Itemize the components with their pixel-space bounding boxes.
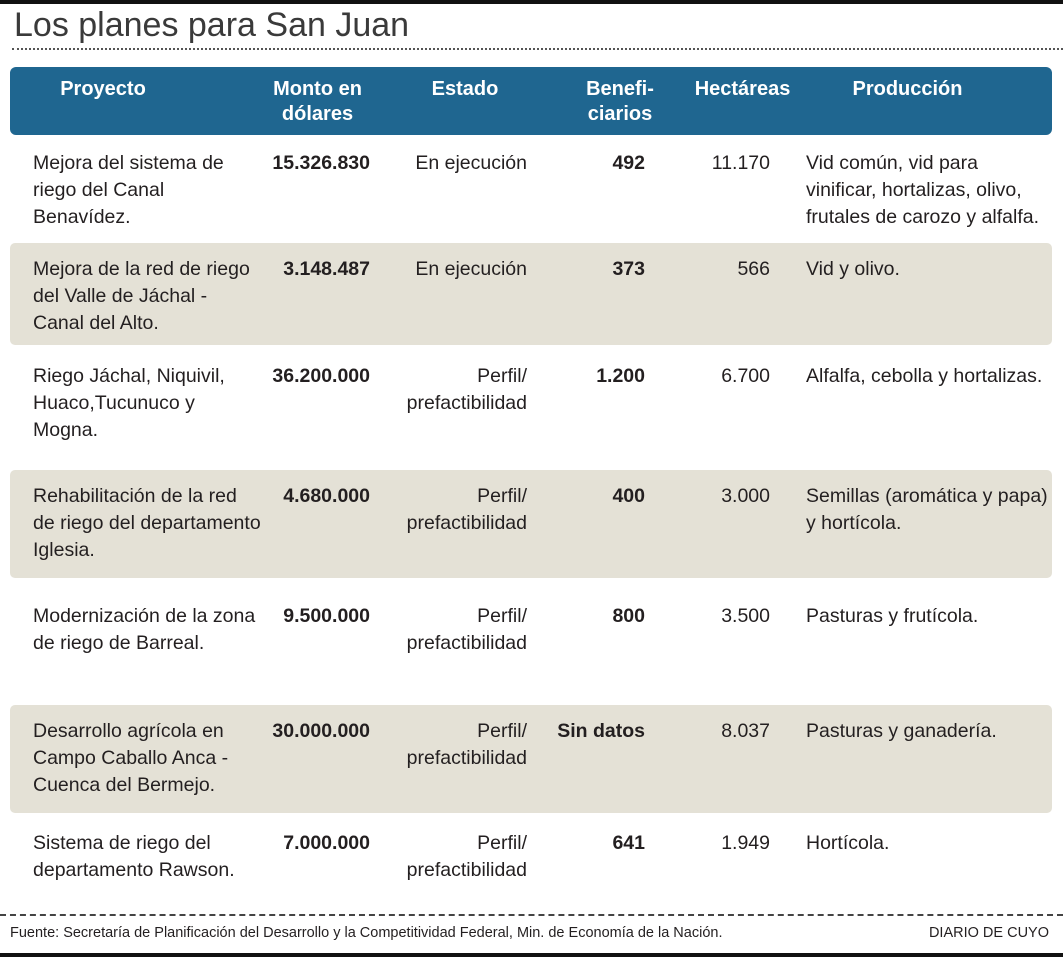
table-cell: 1.949	[721, 832, 770, 854]
dashed-rule	[0, 914, 1063, 916]
table-cell: Perfil/ prefactibilidad	[406, 485, 527, 534]
table-cell: 566	[737, 258, 770, 280]
table-cell: 3.148.487	[283, 258, 370, 280]
table-cell: Mejora del sistema de riego del Canal Be…	[33, 152, 224, 228]
title: Los planes para San Juan	[14, 6, 410, 44]
table-cell: Perfil/ prefactibilidad	[406, 605, 527, 654]
table-cell: Mejora de la red de riego del Valle de J…	[33, 258, 250, 334]
table-cell: Perfil/ prefactibilidad	[406, 365, 527, 414]
table-cell: 30.000.000	[272, 720, 370, 742]
table-cell: Vid común, vid para vinificar, hortaliza…	[806, 152, 1040, 228]
table-cell: 641	[612, 832, 645, 854]
column-header: Proyecto	[60, 78, 146, 100]
table-cell: Riego Jáchal, Niquivil, Huaco,Tucunuco y…	[33, 365, 225, 441]
brand: DIARIO DE CUYO	[928, 925, 1049, 941]
table-cell: 15.326.830	[272, 152, 370, 174]
table-cell: Pasturas y ganadería.	[806, 720, 997, 742]
column-header: Producción	[852, 78, 963, 100]
table-cell: 400	[612, 485, 645, 507]
table-cell: 492	[612, 152, 645, 174]
table-row: Mejora de la red de riego del Valle de J…	[10, 243, 1052, 345]
table-cell: 11.170	[711, 152, 770, 174]
table-cell: Rehabilitación de la red de riego del de…	[33, 485, 261, 561]
table-row: Mejora del sistema de riego del Canal Be…	[10, 137, 1052, 240]
table-cell: Sin datos	[557, 720, 645, 742]
table-row: Rehabilitación de la red de riego del de…	[10, 470, 1052, 578]
table-cell: 1.200	[596, 365, 645, 387]
table-cell: En ejecución	[415, 258, 527, 280]
table-cell: Modernización de la zona de riego de Bar…	[33, 605, 256, 654]
column-header: Monto en dólares	[273, 78, 362, 125]
table-cell: 8.037	[721, 720, 770, 742]
table-cell: Hortícola.	[806, 832, 890, 854]
top-rule	[0, 0, 1063, 4]
table-row: Riego Jáchal, Niquivil, Huaco,Tucunuco y…	[10, 350, 1052, 465]
table-cell: 4.680.000	[283, 485, 370, 507]
table-cell: Sistema de riego del departamento Rawson…	[33, 832, 235, 881]
table-cell: Alfalfa, cebolla y hortalizas.	[806, 365, 1043, 387]
column-header: Hectáreas	[694, 78, 791, 100]
table-cell: 800	[612, 605, 645, 627]
table-cell: 6.700	[721, 365, 770, 387]
bottom-rule	[0, 953, 1063, 957]
table-cell: Vid y olivo.	[806, 258, 900, 280]
table-row: Modernización de la zona de riego de Bar…	[10, 590, 1052, 703]
column-header: Estado	[431, 78, 499, 100]
table-cell: 9.500.000	[283, 605, 370, 627]
table-cell: 7.000.000	[283, 832, 370, 854]
table-row: Desarrollo agrícola en Campo Caballo Anc…	[10, 705, 1052, 813]
table-cell: Pasturas y frutícola.	[806, 605, 979, 627]
column-header: Benefi- ciarios	[586, 78, 654, 125]
table-cell: 3.000	[721, 485, 770, 507]
table-cell: Desarrollo agrícola en Campo Caballo Anc…	[33, 720, 229, 796]
table-cell: 36.200.000	[272, 365, 370, 387]
table-cell: 3.500	[721, 605, 770, 627]
source: Fuente: Secretaría de Planificación del …	[10, 925, 723, 941]
table-cell: Semillas (aromática y papa) y hortícola.	[806, 485, 1048, 534]
table-cell: En ejecución	[415, 152, 527, 174]
table-row: Sistema de riego del departamento Rawson…	[10, 817, 1052, 902]
table-header: Proyecto Monto en dólares Estado Benefi- ci…	[10, 67, 1052, 135]
table-cell: Perfil/ prefactibilidad	[406, 832, 527, 881]
table-cell: 373	[612, 258, 645, 280]
table-cell: Perfil/ prefactibilidad	[406, 720, 527, 769]
dotted-rule	[12, 48, 1063, 50]
